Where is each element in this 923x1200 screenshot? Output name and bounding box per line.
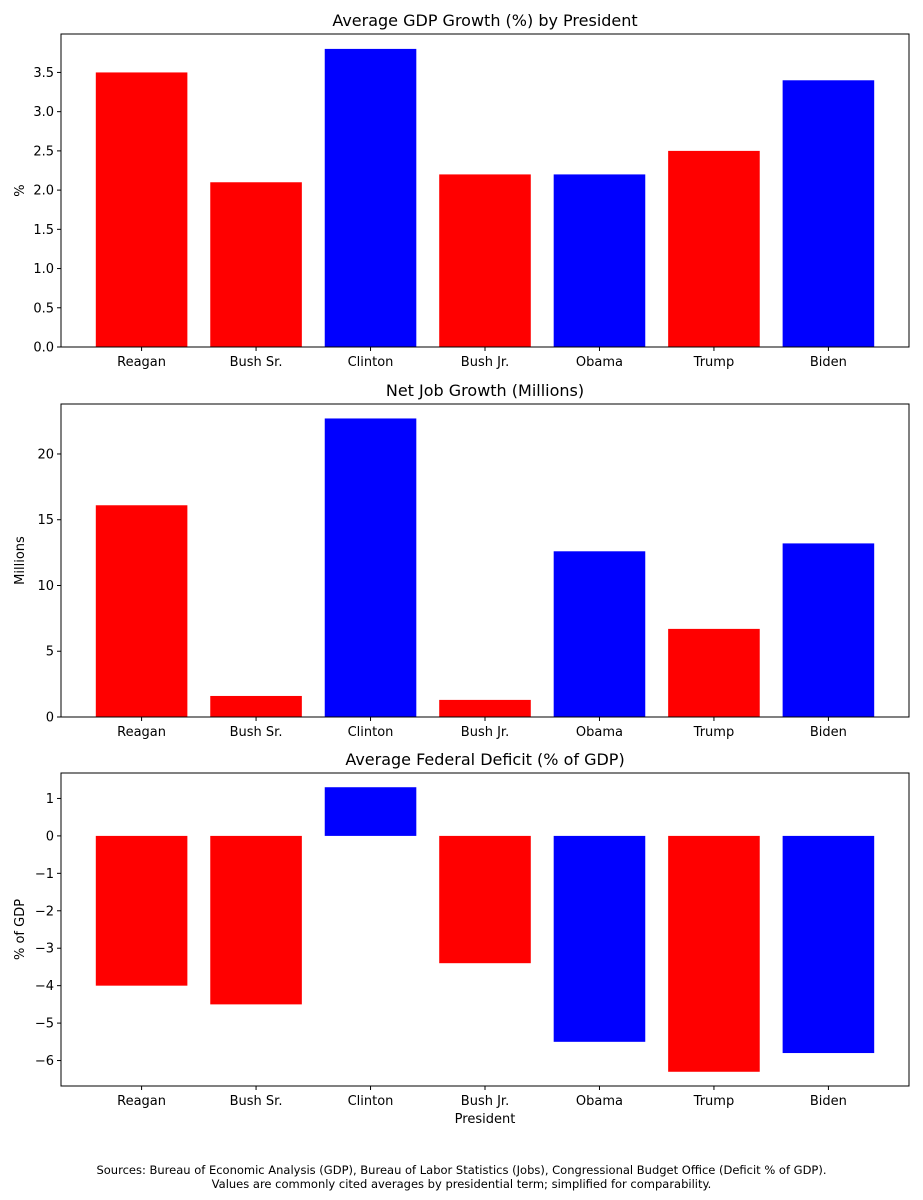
x-tick-label: Obama [576, 355, 623, 370]
sources-line-2: Values are commonly cited averages by pr… [211, 1177, 712, 1191]
x-tick-label: Clinton [348, 725, 394, 740]
bar-bush-jr [439, 174, 531, 347]
x-tick-label: Bush Sr. [230, 355, 283, 370]
bar-bush-sr [210, 835, 302, 1005]
chart-title: Net Job Growth (Millions) [386, 381, 584, 400]
x-tick-label: Reagan [117, 355, 166, 370]
bar-trump [668, 150, 760, 347]
y-tick-label: 0.5 [33, 301, 54, 316]
y-tick-label: 3.0 [33, 105, 54, 120]
sources-note: Sources: Bureau of Economic Analysis (GD… [0, 1163, 923, 1191]
y-axis-label: Millions [13, 536, 28, 585]
x-tick-label: Obama [576, 1094, 623, 1109]
axes-frame [60, 403, 910, 718]
x-tick-label: Bush Sr. [230, 725, 283, 740]
x-tick-label: Reagan [117, 725, 166, 740]
bar-reagan [95, 835, 188, 986]
bar-clinton [324, 787, 417, 836]
bar-reagan [95, 505, 188, 717]
chart-title: Average GDP Growth (%) by President [332, 11, 637, 30]
y-tick-label: 20 [37, 447, 54, 462]
x-tick-label: Obama [576, 725, 623, 740]
y-tick-label: 10 [37, 579, 54, 594]
y-tick-label: −1 [35, 867, 54, 882]
bar-trump [668, 835, 760, 1072]
x-tick-label: Trump [693, 1094, 735, 1109]
x-tick-label: Biden [810, 355, 847, 370]
bar-biden [782, 543, 875, 717]
bar-clinton [324, 418, 417, 717]
bar-obama [553, 551, 646, 717]
x-tick-label: Bush Jr. [461, 1094, 509, 1109]
bar-obama [553, 174, 646, 347]
x-tick-label: Trump [693, 725, 735, 740]
y-tick-label: −4 [35, 979, 54, 994]
x-tick-label: Reagan [117, 1094, 166, 1109]
chart-2: 0 5 10 15 20 Reagan Bush Sr. Clinton Bush Jr. Oba… [13, 381, 910, 740]
bar-clinton [324, 48, 417, 348]
x-tick-label: Clinton [348, 355, 394, 370]
bar-bush-jr [439, 835, 531, 964]
y-tick-label: 0 [46, 711, 54, 726]
x-tick-label: Trump [693, 355, 735, 370]
y-tick-label: −3 [35, 942, 54, 957]
bar-biden [782, 835, 875, 1054]
y-tick-label: −2 [35, 904, 54, 919]
y-tick-label: 1.5 [33, 223, 54, 238]
bar-bush-sr [210, 695, 302, 717]
y-tick-label: 0.0 [33, 341, 54, 356]
y-tick-label: 5 [46, 645, 54, 660]
bar-obama [553, 835, 646, 1042]
x-tick-label: Biden [810, 725, 847, 740]
bar-biden [782, 80, 875, 348]
bar-bush-sr [210, 182, 302, 347]
chart-1: 0.0 0.5 1.0 1.5 2.0 2.5 3.0 3.5 Reagan Bush Sr. Cl… [13, 11, 910, 370]
sources-line-1: Sources: Bureau of Economic Analysis (GD… [96, 1163, 827, 1177]
x-tick-label: Bush Jr. [461, 355, 509, 370]
x-tick-label: Biden [810, 1094, 847, 1109]
y-tick-label: 1 [46, 792, 54, 807]
bar-bush-jr [439, 699, 531, 717]
bar-reagan [95, 72, 188, 347]
bar-trump [668, 628, 760, 717]
y-tick-label: 0 [46, 829, 54, 844]
x-tick-label: Clinton [348, 1094, 394, 1109]
y-tick-label: 2.5 [33, 144, 54, 159]
x-tick-label: Bush Sr. [230, 1094, 283, 1109]
y-tick-label: 15 [37, 513, 54, 528]
chart-title: Average Federal Deficit (% of GDP) [345, 750, 624, 769]
y-axis-label: % [13, 184, 28, 196]
x-axis-label: President [455, 1112, 516, 1127]
y-tick-label: −6 [35, 1054, 54, 1069]
y-tick-label: 2.0 [33, 184, 54, 199]
y-tick-label: 3.5 [33, 66, 54, 81]
y-tick-label: −5 [35, 1017, 54, 1032]
chart-3: 1 0 −1 −2 −3 −4 −5 −6 Reagan Bush Sr. Clinton Bush … [13, 750, 910, 1127]
x-tick-label: Bush Jr. [461, 725, 509, 740]
y-axis-label: % of GDP [13, 899, 28, 960]
y-tick-label: 1.0 [33, 262, 54, 277]
